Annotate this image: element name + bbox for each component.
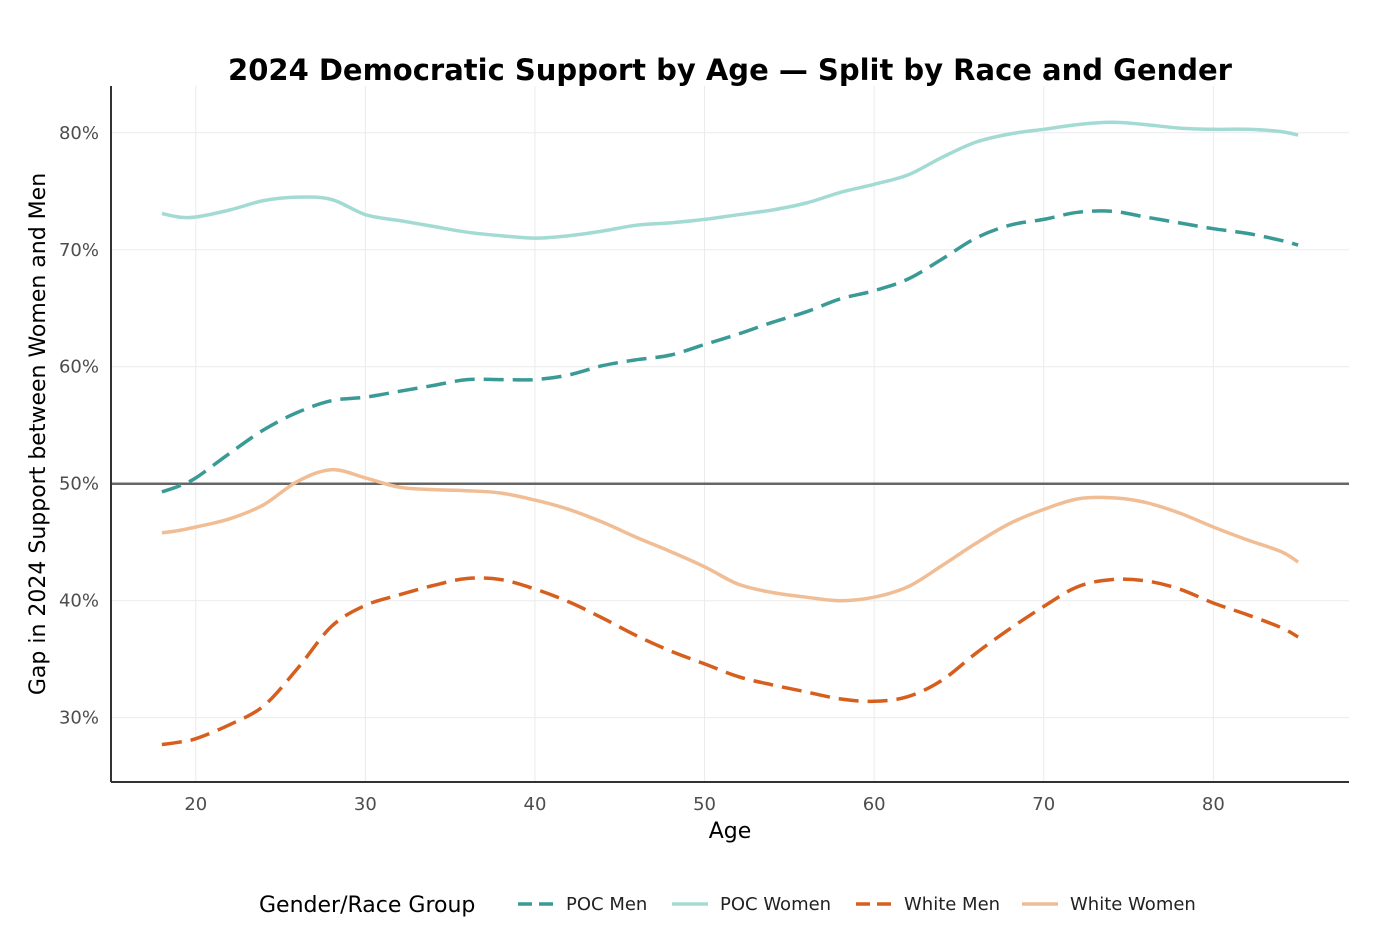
y-axis-ticks: 30% 40% 50% 60% 70% 80%	[59, 123, 99, 729]
y-tick-label: 60%	[59, 357, 99, 378]
series-layer	[161, 120, 1300, 747]
series-line-poc-men	[161, 209, 1299, 494]
legend-label-white-women: White Women	[1070, 894, 1196, 915]
legend-label-poc-men: POC Men	[566, 894, 647, 915]
y-axis-title: Gap in 2024 Support between Women and Me…	[26, 173, 51, 695]
x-tick-label: 40	[524, 794, 547, 815]
series-line-white-women	[161, 467, 1300, 603]
legend-label-poc-women: POC Women	[720, 894, 831, 915]
y-tick-label: 70%	[59, 240, 99, 261]
y-tick-label: 50%	[59, 474, 99, 495]
grid-layer	[111, 86, 1349, 782]
legend-title: Gender/Race Group	[259, 893, 475, 918]
y-tick-label: 30%	[59, 708, 99, 729]
x-axis-ticks: 20 30 40 50 60 70 80	[184, 794, 1224, 815]
legend: Gender/Race Group POC Men POC Women White …	[259, 893, 1196, 918]
chart-title: 2024 Democratic Support by Age — Split b…	[228, 53, 1233, 87]
series-line-white-men	[161, 576, 1299, 747]
x-tick-label: 50	[693, 794, 716, 815]
y-tick-label: 80%	[59, 123, 99, 144]
x-tick-label: 30	[354, 794, 377, 815]
legend-label-white-men: White Men	[904, 894, 1000, 915]
x-tick-label: 70	[1032, 794, 1055, 815]
x-tick-label: 80	[1202, 794, 1225, 815]
series-line-poc-women	[161, 120, 1299, 240]
x-axis-title: Age	[709, 819, 752, 844]
x-tick-label: 60	[863, 794, 886, 815]
x-tick-label: 20	[184, 794, 207, 815]
y-tick-label: 40%	[59, 591, 99, 612]
